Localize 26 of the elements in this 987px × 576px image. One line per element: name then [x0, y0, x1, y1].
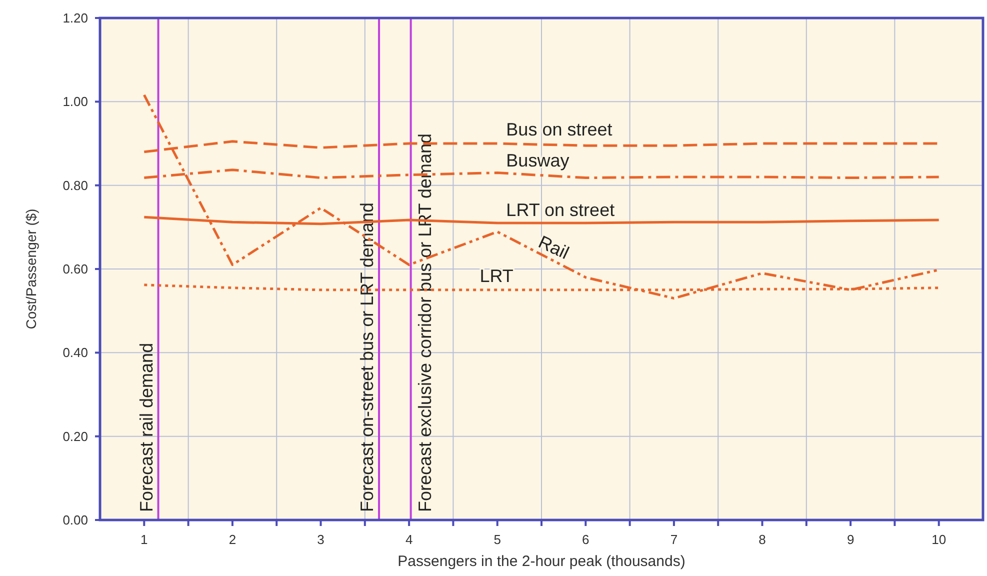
x-tick-label: 9 [846, 532, 854, 547]
series-label: Bus on street [506, 120, 612, 140]
ref-line-label: Forecast rail demand [136, 342, 156, 512]
y-tick-label: 0.80 [62, 178, 88, 193]
text: Rail [535, 232, 572, 264]
x-tick-label: 8 [758, 532, 766, 547]
y-tick-label: 1.20 [62, 10, 88, 26]
y-tick-label: 1.00 [62, 94, 88, 110]
y-tick-label: 0.00 [62, 512, 88, 528]
x-tick-label: 10 [932, 532, 946, 547]
x-axis-title: Passengers in the 2-hour peak (thousands) [398, 553, 686, 570]
x-tick-label: 4 [405, 532, 413, 547]
series-label: LRT [480, 266, 514, 286]
x-tick-label: 3 [317, 532, 324, 547]
x-tick-label: 5 [494, 532, 501, 547]
ref-line-label: Forecast on-street bus or LRT demand [357, 202, 378, 512]
y-axis-title: Cost/Passenger ($) [23, 208, 39, 330]
series-label: Busway [506, 150, 570, 170]
y-tick-label: 0.40 [62, 345, 88, 360]
y-tick-label: 0.60 [62, 262, 88, 277]
x-tick-label: 1 [140, 532, 148, 547]
x-tick-label: 6 [582, 532, 590, 547]
series-label: LRT on street [506, 200, 615, 220]
y-tick-label: 0.20 [62, 428, 88, 444]
x-tick-label: 2 [228, 532, 236, 547]
x-tick-label: 7 [670, 532, 678, 547]
